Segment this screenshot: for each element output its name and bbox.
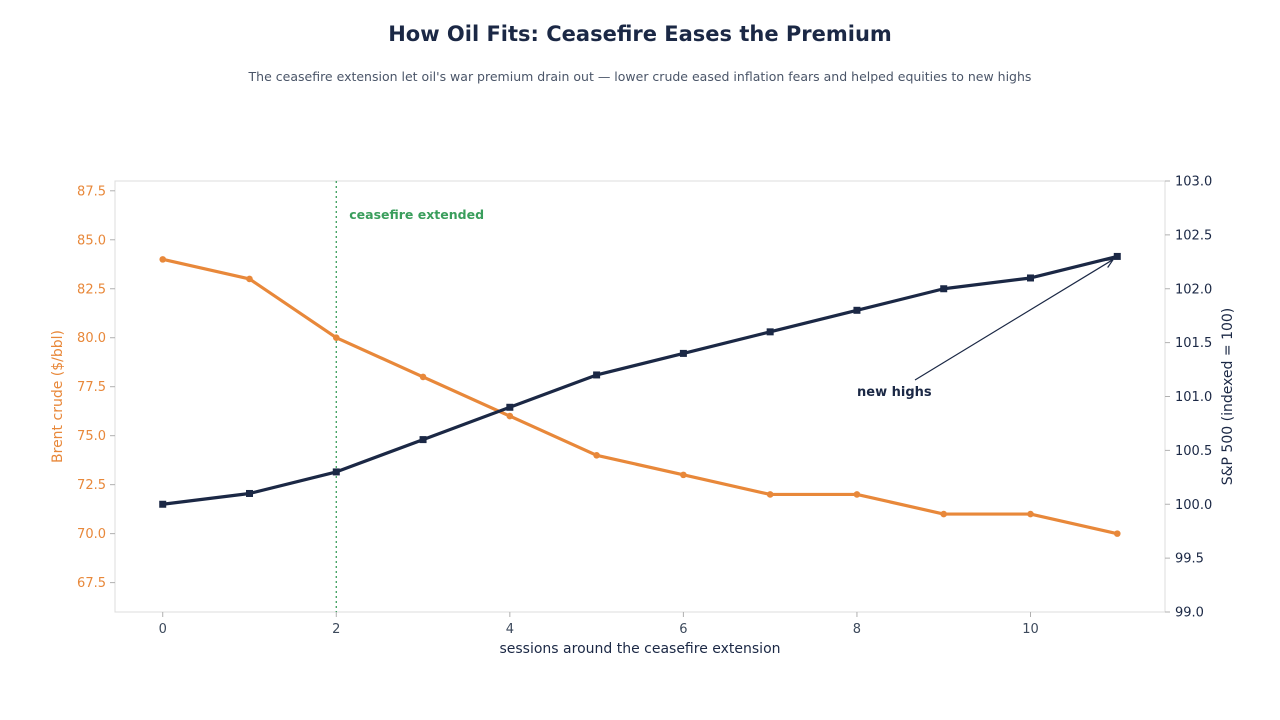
brent-crude-line bbox=[161, 257, 1119, 536]
marks-layer bbox=[159, 181, 1121, 612]
x-tick-label: 2 bbox=[332, 622, 340, 637]
right-y-axis-title: S&P 500 (indexed = 100) bbox=[1220, 308, 1236, 486]
brent-crude-point bbox=[506, 412, 514, 420]
right-y-tick-label: 100.0 bbox=[1175, 498, 1212, 513]
x-tick-label: 0 bbox=[159, 622, 167, 637]
labels-layer: 0 2 4 6 8 10 67.5 70.0 72.5 75.0 77.5 80.0 82.5 85.0 8… bbox=[50, 175, 1236, 658]
sp500-point bbox=[940, 285, 948, 293]
brent-crude-point bbox=[680, 471, 687, 479]
brent-crude-point bbox=[1113, 530, 1121, 537]
brent-crude-point bbox=[593, 451, 600, 459]
ceasefire-annotation: ceasefire extended bbox=[349, 207, 484, 222]
left-y-tick-label: 72.5 bbox=[77, 478, 106, 493]
sp500-point bbox=[1026, 274, 1034, 282]
brent-crude-point bbox=[246, 275, 253, 283]
sp500-point bbox=[593, 371, 601, 379]
sp500-line bbox=[161, 254, 1119, 506]
brent-crude-point bbox=[332, 334, 340, 342]
brent-crude-point bbox=[940, 510, 948, 518]
plot-frame bbox=[114, 180, 1166, 613]
left-y-tick-label: 85.0 bbox=[77, 233, 106, 248]
brent-crude-point bbox=[766, 491, 774, 498]
left-y-tick-label: 67.5 bbox=[77, 576, 106, 591]
right-y-tick-label: 103.0 bbox=[1175, 175, 1212, 190]
new-highs-arrowhead bbox=[1103, 258, 1115, 268]
left-y-tick-label: 82.5 bbox=[77, 282, 106, 297]
new-highs-annotation: new highs bbox=[857, 385, 932, 400]
sp500-point bbox=[506, 403, 514, 411]
right-y-tick-label: 100.5 bbox=[1175, 444, 1212, 459]
right-y-tick-label: 99.0 bbox=[1175, 606, 1204, 621]
right-y-tick-label: 99.5 bbox=[1175, 552, 1204, 567]
sp500-point bbox=[853, 306, 861, 314]
brent-crude-point bbox=[419, 373, 427, 381]
x-tick-label: 8 bbox=[853, 622, 861, 637]
left-y-tick-label: 77.5 bbox=[77, 380, 106, 395]
chart-title: How Oil Fits: Ceasefire Eases the Premiu… bbox=[388, 22, 892, 46]
sp500-point bbox=[679, 349, 687, 357]
right-y-tick-label: 102.0 bbox=[1175, 282, 1212, 297]
left-y-axis-title: Brent crude ($/bbl) bbox=[50, 330, 66, 463]
brent-crude-point bbox=[853, 491, 861, 498]
left-y-tick-label: 75.0 bbox=[77, 429, 106, 444]
right-y-tick-label: 102.5 bbox=[1175, 228, 1212, 243]
x-tick-label: 10 bbox=[1022, 622, 1039, 637]
right-y-tick-label: 101.5 bbox=[1175, 336, 1212, 351]
brent-crude-point bbox=[159, 256, 167, 263]
left-y-tick-label: 87.5 bbox=[77, 184, 106, 199]
sp500-point bbox=[159, 500, 167, 508]
sp500-point bbox=[766, 328, 774, 336]
sp500-point bbox=[332, 468, 340, 476]
left-y-tick-label: 80.0 bbox=[77, 331, 106, 346]
right-y-tick-label: 101.0 bbox=[1175, 390, 1212, 405]
x-tick-label: 6 bbox=[679, 622, 687, 637]
sp500-point bbox=[246, 489, 254, 497]
x-tick-label: 4 bbox=[506, 622, 514, 637]
brent-crude-point bbox=[1027, 510, 1034, 518]
x-axis-title: sessions around the ceasefire extension bbox=[499, 641, 780, 657]
axes-layer bbox=[110, 180, 1170, 617]
new-highs-arrow bbox=[914, 258, 1114, 381]
chart-subtitle: The ceasefire extension let oil's war pr… bbox=[248, 69, 1032, 84]
left-y-tick-label: 70.0 bbox=[77, 527, 106, 542]
sp500-point bbox=[1113, 252, 1121, 260]
sp500-point bbox=[419, 436, 427, 444]
